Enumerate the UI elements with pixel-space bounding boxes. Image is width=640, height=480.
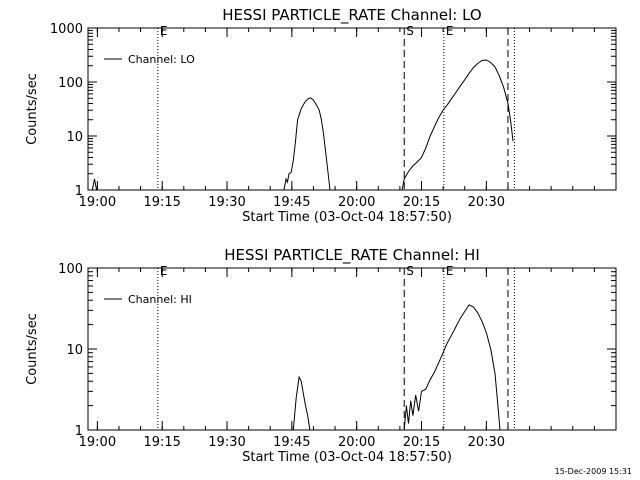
marker-label: S (406, 264, 414, 278)
marker-label: E (446, 264, 454, 278)
legend-label: Channel: HI (128, 293, 192, 306)
x-axis-label: Start Time (03-Oct-04 18:57:50) (242, 210, 452, 225)
x-tick-label: 19:15 (143, 195, 180, 210)
x-tick-label: 19:45 (273, 435, 310, 450)
x-tick-label: 20:15 (403, 195, 440, 210)
series-line (91, 178, 98, 191)
x-tick-label: 20:30 (468, 195, 505, 210)
x-tick-label: 20:00 (338, 195, 375, 210)
x-tick-label: 19:00 (79, 195, 116, 210)
x-axis-label: Start Time (03-Oct-04 18:57:50) (242, 450, 452, 465)
marker-label: E (160, 264, 168, 278)
marker-label: E (446, 24, 454, 38)
y-tick-label: 1 (75, 424, 83, 439)
x-tick-label: 20:00 (338, 435, 375, 450)
x-tick-label: 20:15 (403, 435, 440, 450)
timestamp: 15-Dec-2009 15:31 (555, 467, 632, 476)
x-tick-label: 19:45 (273, 195, 310, 210)
y-tick-label: 1000 (50, 22, 83, 37)
marker-label: S (406, 24, 414, 38)
plot-frame (87, 27, 617, 191)
series-line (292, 375, 311, 431)
x-tick-label: 20:30 (468, 435, 505, 450)
x-tick-label: 19:30 (208, 195, 245, 210)
chart-title: HESSI PARTICLE_RATE Channel: LO (222, 6, 481, 25)
y-tick-label: 10 (66, 130, 83, 145)
y-axis-label: Counts/sec (25, 73, 40, 145)
y-tick-label: 100 (58, 262, 83, 277)
y-tick-label: 1 (75, 184, 83, 199)
plot-panel-hi: HESSI PARTICLE_RATE Channel: HI 19:00 19:1… (25, 246, 617, 465)
legend-label: Channel: LO (128, 53, 195, 66)
series-line (401, 59, 514, 191)
x-tick-label: 19:00 (79, 435, 116, 450)
marker-label: E (160, 24, 168, 38)
chart-title: HESSI PARTICLE_RATE Channel: HI (224, 246, 480, 265)
plot-panel-lo: HESSI PARTICLE_RATE Channel: LO 19:00 19:1… (25, 6, 617, 225)
y-axis-label: Counts/sec (25, 313, 40, 385)
x-tick-label: 19:15 (143, 435, 180, 450)
y-tick-label: 100 (58, 76, 83, 91)
x-tick-label: 19:30 (208, 435, 245, 450)
y-tick-label: 10 (66, 343, 83, 358)
series-line (403, 304, 501, 431)
series-line (283, 97, 331, 191)
